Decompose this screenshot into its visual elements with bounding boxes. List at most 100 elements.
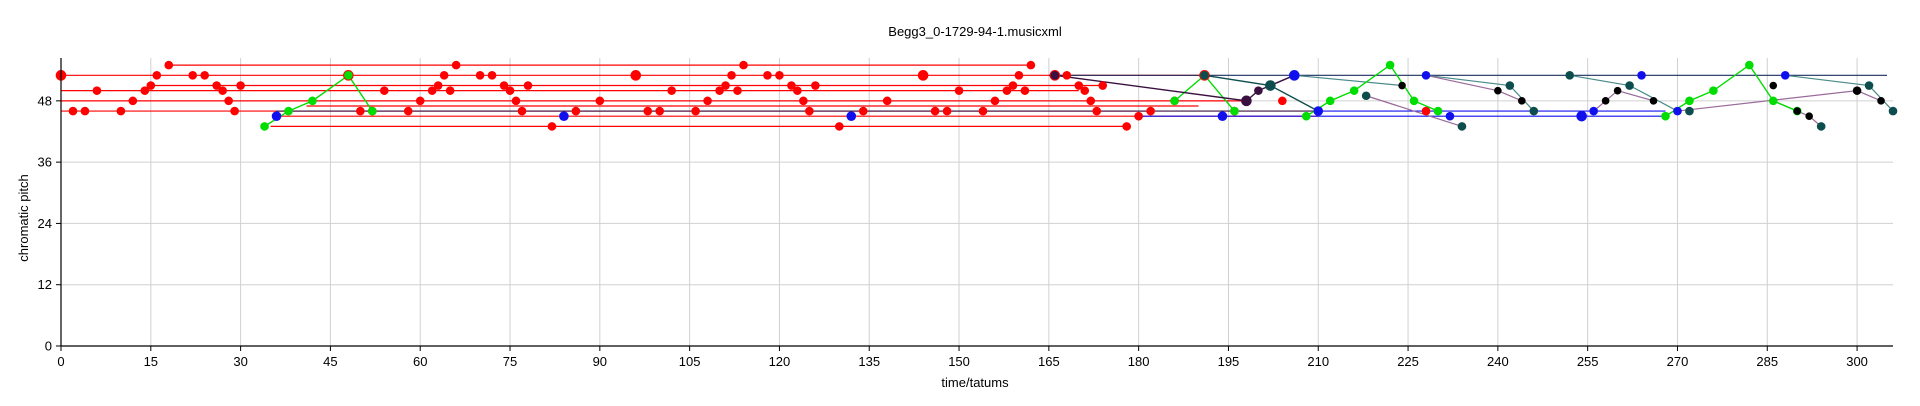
data-point — [260, 122, 269, 131]
data-point — [1325, 96, 1335, 106]
data-point — [128, 96, 138, 106]
data-point — [799, 96, 808, 106]
data-point — [667, 86, 676, 95]
data-point — [1421, 106, 1431, 116]
data-point — [1313, 106, 1324, 116]
data-point — [308, 96, 317, 106]
data-point — [1289, 70, 1300, 81]
data-point — [1565, 71, 1575, 80]
data-point — [1852, 86, 1862, 95]
data-point — [930, 106, 940, 116]
data-point — [1014, 71, 1024, 80]
data-points — [55, 60, 1898, 131]
data-point — [1769, 81, 1778, 90]
x-tick-label: 165 — [1038, 354, 1060, 369]
data-point — [1433, 106, 1443, 116]
data-point — [1768, 96, 1778, 106]
data-point — [1200, 71, 1209, 80]
data-point — [643, 106, 653, 116]
data-point — [511, 96, 521, 106]
data-point — [92, 86, 102, 95]
data-point — [1589, 106, 1598, 116]
data-point — [1146, 106, 1155, 116]
data-point — [805, 106, 814, 116]
data-point — [846, 111, 857, 121]
data-point — [1026, 60, 1036, 70]
data-point — [1421, 71, 1431, 80]
x-tick-label: 0 — [57, 354, 64, 369]
data-point — [140, 86, 150, 95]
data-point — [1685, 96, 1694, 106]
data-point — [1576, 110, 1587, 122]
data-point — [224, 96, 233, 106]
data-point — [1349, 86, 1359, 95]
data-point — [1601, 97, 1610, 105]
x-tick-label: 210 — [1307, 354, 1329, 369]
axes: 0 15 30 45 60 75 90 105 120 135 150 165 180 195 210 225… — [38, 58, 1893, 369]
data-point — [218, 86, 227, 95]
data-point — [1661, 111, 1670, 121]
x-tick-label: 300 — [1846, 354, 1868, 369]
connector-line — [1569, 74, 1678, 112]
data-point — [1888, 106, 1898, 116]
x-tick-label: 240 — [1487, 354, 1509, 369]
data-point — [1050, 71, 1060, 80]
data-point — [439, 71, 449, 80]
data-point — [1134, 111, 1143, 121]
x-tick-label: 30 — [233, 354, 247, 369]
data-point — [475, 71, 485, 80]
data-point — [451, 60, 461, 70]
x-tick-label: 60 — [413, 354, 427, 369]
data-point — [1002, 86, 1012, 95]
data-point — [595, 96, 605, 106]
data-point — [715, 86, 724, 95]
y-tick-label: 48 — [38, 93, 52, 108]
data-point — [164, 60, 174, 70]
data-point — [1230, 106, 1239, 116]
data-point — [1074, 81, 1084, 90]
data-point — [835, 122, 844, 131]
data-point — [1529, 106, 1539, 116]
data-point — [1020, 86, 1030, 95]
y-axis-label: chromatic pitch — [16, 174, 31, 261]
data-point — [116, 106, 126, 116]
data-point — [942, 106, 952, 116]
data-point — [271, 111, 282, 121]
data-point — [230, 106, 239, 116]
x-tick-label: 180 — [1128, 354, 1150, 369]
data-point — [1217, 111, 1228, 121]
data-point — [1080, 86, 1090, 95]
data-point — [1301, 111, 1311, 121]
data-point — [1637, 71, 1646, 80]
data-point — [1709, 86, 1718, 95]
data-point — [727, 71, 736, 80]
data-point — [1445, 111, 1455, 121]
connector-line — [1425, 74, 1535, 112]
series-line — [1054, 74, 1295, 102]
data-point — [1793, 107, 1802, 115]
data-point — [978, 106, 988, 116]
x-tick-label: 135 — [858, 354, 880, 369]
data-point — [1398, 81, 1406, 90]
data-point — [1864, 81, 1874, 90]
data-point — [1613, 86, 1622, 95]
data-point — [793, 86, 802, 95]
data-point — [1494, 86, 1502, 95]
data-point — [1361, 91, 1371, 101]
data-point — [68, 106, 78, 116]
data-point — [1409, 96, 1419, 106]
data-point — [152, 71, 162, 80]
x-tick-label: 255 — [1577, 354, 1599, 369]
data-point — [1745, 60, 1754, 70]
data-point — [379, 86, 389, 95]
connector-line — [1365, 95, 1463, 127]
data-point — [1008, 81, 1018, 90]
data-point — [733, 86, 742, 95]
data-point — [1278, 96, 1287, 106]
x-tick-label: 75 — [503, 354, 517, 369]
data-point — [403, 106, 413, 116]
x-tick-label: 270 — [1667, 354, 1689, 369]
y-tick-label: 12 — [38, 277, 52, 292]
data-point — [344, 71, 353, 80]
